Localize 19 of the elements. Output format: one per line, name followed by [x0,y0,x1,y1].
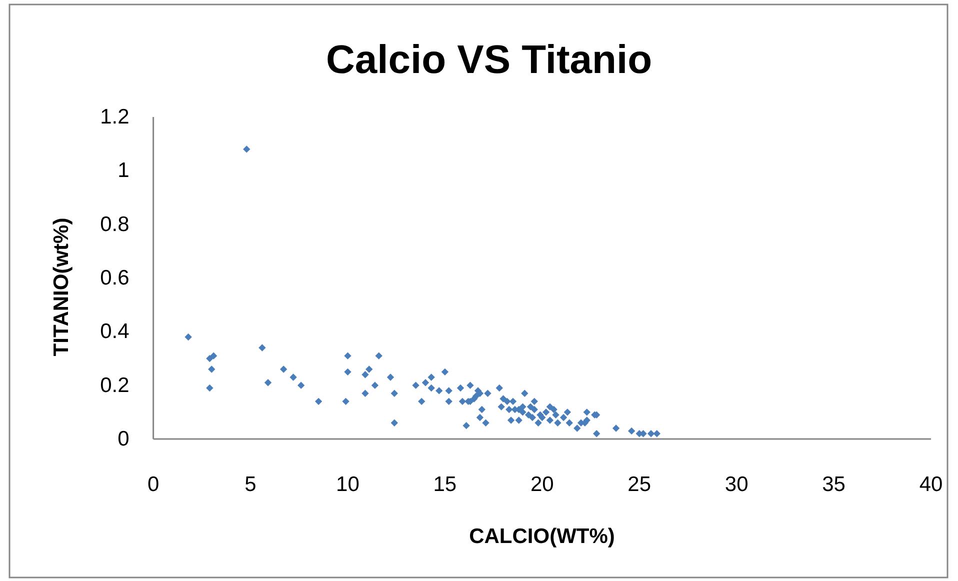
x-tick-label: 25 [628,473,652,496]
y-tick-label: 1 [118,159,130,182]
y-tick-label: 1.2 [100,106,130,128]
x-tick-label: 15 [433,473,457,496]
y-tick-label: 0.8 [100,212,130,236]
y-tick-label: 0.4 [100,320,130,344]
x-tick-label: 0 [147,473,160,496]
y-tick-label: 0.2 [100,374,130,397]
x-tick-label: 20 [530,473,554,496]
y-axis-title: TITANIO(wt%) [50,218,73,356]
x-tick-label: 10 [336,473,360,496]
y-tick-label: 0.6 [100,266,130,290]
chart-title: Calcio VS Titanio [326,38,652,82]
y-tick-label: 0 [118,428,130,450]
x-tick-label: 5 [244,473,256,496]
x-tick-label: 35 [822,473,846,496]
x-axis-title: CALCIO(WT%) [469,525,615,548]
x-tick-label: 30 [724,473,748,496]
x-tick-label: 40 [919,473,943,496]
